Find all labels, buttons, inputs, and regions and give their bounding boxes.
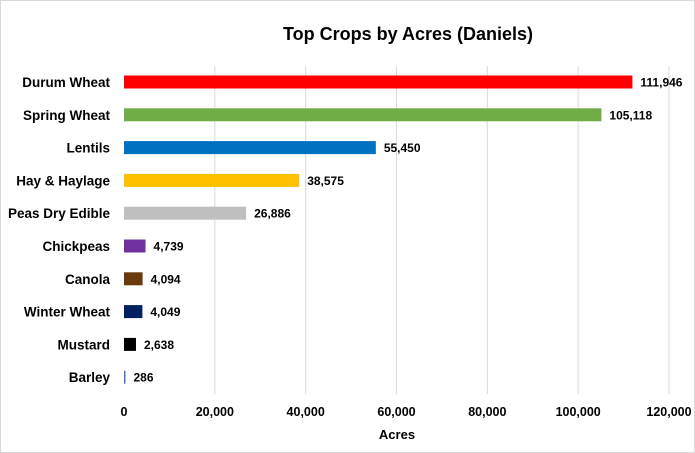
x-tick-label: 60,000 (377, 405, 415, 419)
data-label: 111,946 (640, 76, 682, 90)
data-label: 2,638 (144, 338, 174, 352)
bar (124, 75, 633, 89)
category-label: Chickpeas (42, 239, 110, 254)
bar (124, 305, 143, 319)
x-tick-label: 40,000 (287, 405, 325, 419)
category-label: Barley (69, 370, 111, 385)
bar (124, 141, 376, 155)
x-tick-label: 0 (121, 405, 128, 419)
bar (124, 206, 247, 220)
category-label: Canola (65, 272, 111, 287)
category-label: Peas Dry Edible (8, 206, 111, 221)
chart-title: Top Crops by Acres (Daniels) (283, 24, 533, 44)
data-label: 105,118 (609, 108, 652, 122)
x-axis-ticks: 0 20,000 40,000 60,000 80,000 100,000 120,000 (121, 405, 692, 419)
category-labels: Durum Wheat Spring Wheat Lentils Hay & Hayl… (8, 75, 111, 385)
category-label: Spring Wheat (23, 108, 111, 123)
x-tick-label: 20,000 (196, 405, 234, 419)
x-tick-label: 80,000 (468, 405, 506, 419)
category-label: Durum Wheat (22, 75, 110, 90)
category-label: Winter Wheat (24, 305, 111, 320)
bar (124, 370, 126, 384)
data-label: 55,450 (384, 141, 421, 155)
category-label: Lentils (66, 141, 110, 156)
bar (124, 108, 602, 122)
bar (124, 173, 300, 187)
bar (124, 337, 136, 351)
data-label: 26,886 (254, 207, 291, 221)
x-tick-label: 100,000 (556, 405, 601, 419)
category-label: Hay & Haylage (16, 173, 110, 188)
data-label: 4,049 (150, 305, 180, 319)
category-label: Mustard (57, 337, 110, 352)
x-axis-title: Acres (379, 427, 415, 442)
x-tick-label: 120,000 (646, 405, 691, 419)
bar (124, 239, 146, 253)
data-label: 4,094 (151, 272, 181, 286)
data-label: 286 (134, 371, 154, 385)
data-label: 4,739 (154, 240, 184, 254)
data-labels: 111,946 105,118 55,450 38,575 26,886 4,739 4,0… (134, 76, 683, 385)
bar (124, 272, 143, 286)
data-label: 38,575 (307, 174, 344, 188)
bars (124, 75, 633, 384)
